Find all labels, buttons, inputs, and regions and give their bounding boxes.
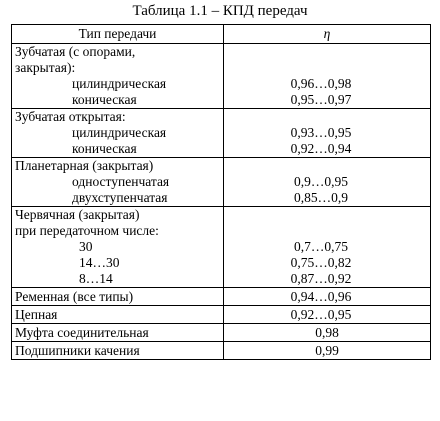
type-line: Ременная (все типы) bbox=[15, 289, 134, 304]
type-line: цилиндрическая bbox=[72, 125, 167, 140]
table-row: Цепная 0,92…0,95 bbox=[11, 305, 431, 324]
table-title: Таблица 1.1 – КПД передач bbox=[132, 3, 308, 19]
efficiency-value: 0,7…0,75 bbox=[294, 239, 348, 254]
efficiency-value: 0,9…0,95 bbox=[294, 174, 348, 189]
type-line: Подшипники качения bbox=[15, 343, 140, 358]
cell-efficiency: 0,7…0,75 0,75…0,82 0,87…0,92 bbox=[223, 206, 431, 288]
type-line: двухступенчатая bbox=[72, 190, 168, 205]
efficiency-value bbox=[224, 223, 430, 239]
type-line: Планетарная (закрытая) bbox=[15, 158, 154, 173]
type-line: при передаточном числе: bbox=[15, 223, 159, 238]
type-line: Зубчатая открытая: bbox=[15, 109, 126, 124]
cell-transmission-type: Подшипники качения bbox=[11, 341, 224, 360]
table-row: Муфта соединительная 0,98 bbox=[11, 323, 431, 342]
table-row: Зубчатая (с опорами, закрытая): цилиндриче… bbox=[11, 43, 431, 109]
efficiency-value: 0,93…0,95 bbox=[290, 125, 352, 140]
efficiency-value bbox=[224, 207, 430, 223]
efficiency-value: 0,92…0,95 bbox=[290, 307, 352, 322]
efficiency-value bbox=[224, 60, 430, 76]
table-row: Червячная (закрытая) при передаточном чис… bbox=[11, 206, 431, 288]
efficiency-value bbox=[224, 44, 430, 60]
efficiency-value: 0,96…0,98 bbox=[290, 76, 352, 91]
efficiency-value: 0,92…0,94 bbox=[290, 141, 352, 156]
type-line: Муфта соединительная bbox=[15, 325, 149, 340]
cell-transmission-type: Ременная (все типы) bbox=[11, 287, 224, 306]
efficiency-value: 0,95…0,97 bbox=[290, 92, 352, 107]
efficiency-value: 0,85…0,9 bbox=[294, 190, 348, 205]
cell-transmission-type: Муфта соединительная bbox=[11, 323, 224, 342]
type-line: коническая bbox=[72, 92, 137, 107]
cell-efficiency: 0,96…0,98 0,95…0,97 bbox=[223, 43, 431, 109]
type-line: 8…14 bbox=[79, 271, 113, 286]
cell-transmission-type: Зубчатая открытая: цилиндрическая коническ… bbox=[11, 108, 224, 158]
column-header-eta: η bbox=[223, 24, 431, 44]
cell-transmission-type: Цепная bbox=[11, 305, 224, 324]
efficiency-value: 0,87…0,92 bbox=[290, 271, 352, 286]
cell-transmission-type: Планетарная (закрытая) одноступенчатая дву… bbox=[11, 157, 224, 207]
table-body: Зубчатая (с опорами, закрытая): цилиндриче… bbox=[11, 43, 431, 360]
column-header-type: Тип передачи bbox=[11, 24, 224, 44]
efficiency-table: Тип передачи η Зубчатая (с опорами, закры… bbox=[11, 24, 431, 360]
table-row: Ременная (все типы) 0,94…0,96 bbox=[11, 287, 431, 306]
cell-efficiency: 0,93…0,95 0,92…0,94 bbox=[223, 108, 431, 158]
type-line: Цепная bbox=[15, 307, 58, 322]
cell-transmission-type: Червячная (закрытая) при передаточном чис… bbox=[11, 206, 224, 288]
efficiency-value: 0,94…0,96 bbox=[290, 289, 352, 304]
cell-efficiency: 0,92…0,95 bbox=[223, 305, 431, 324]
type-line: 14…30 bbox=[79, 255, 120, 270]
type-line: закрытая): bbox=[15, 60, 76, 75]
table-header-row: Тип передачи η bbox=[11, 24, 431, 44]
efficiency-value: 0,98 bbox=[315, 325, 339, 340]
efficiency-value: 0,99 bbox=[315, 343, 339, 358]
efficiency-value: 0,75…0,82 bbox=[290, 255, 352, 270]
cell-efficiency: 0,94…0,96 bbox=[223, 287, 431, 306]
cell-efficiency: 0,98 bbox=[223, 323, 431, 342]
table-row: Подшипники качения 0,99 bbox=[11, 341, 431, 360]
cell-efficiency: 0,99 bbox=[223, 341, 431, 360]
type-line: Червячная (закрытая) bbox=[15, 207, 140, 222]
type-line: 30 bbox=[79, 239, 93, 254]
type-line: коническая bbox=[72, 141, 137, 156]
type-line: одноступенчатая bbox=[72, 174, 170, 189]
cell-transmission-type: Зубчатая (с опорами, закрытая): цилиндриче… bbox=[11, 43, 224, 109]
table-row: Планетарная (закрытая) одноступенчатая дву… bbox=[11, 157, 431, 207]
type-line: Зубчатая (с опорами, bbox=[15, 44, 136, 59]
type-line: цилиндрическая bbox=[72, 76, 167, 91]
cell-efficiency: 0,9…0,95 0,85…0,9 bbox=[223, 157, 431, 207]
table-row: Зубчатая открытая: цилиндрическая коническ… bbox=[11, 108, 431, 158]
efficiency-value bbox=[224, 158, 430, 174]
efficiency-value bbox=[224, 109, 430, 125]
